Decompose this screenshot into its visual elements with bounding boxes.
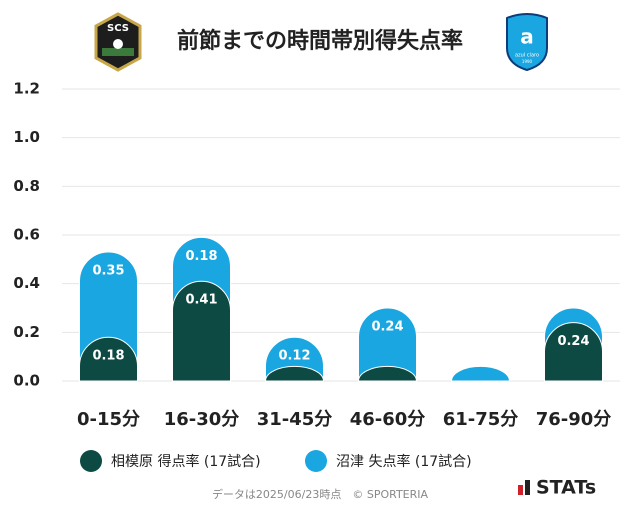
y-tick-label: 0.6 xyxy=(13,226,40,244)
x-tick-label: 76-90分 xyxy=(536,409,612,430)
y-tick-label: 1.0 xyxy=(13,128,40,146)
value-label: 0.24 xyxy=(557,334,589,349)
x-tick-label: 46-60分 xyxy=(350,409,426,430)
note: データは2025/06/23時点 © SPORTERIA xyxy=(212,487,429,501)
brand: STATs xyxy=(536,477,596,499)
legend-label: 相模原 得点率 (17試合) xyxy=(111,453,261,470)
value-label: 0.41 xyxy=(185,293,217,308)
y-tick-label: 1.2 xyxy=(13,80,40,98)
legend-label: 沼津 失点率 (17試合) xyxy=(336,453,472,470)
bar-segment xyxy=(79,336,138,382)
y-tick-label: 0.0 xyxy=(13,372,40,390)
brand-logo: STATs xyxy=(518,477,596,499)
x-tick-label: 31-45分 xyxy=(257,409,333,430)
bar-segment xyxy=(357,365,418,382)
value-label: 0.12 xyxy=(278,349,310,364)
y-tick-label: 0.4 xyxy=(13,274,40,292)
bar-segment xyxy=(544,322,603,382)
bar-segment xyxy=(358,307,417,382)
home-logo: SCS xyxy=(94,12,142,72)
chart-title: 前節までの時間帯別得失点率 xyxy=(177,28,463,54)
home-logo-text: SCS xyxy=(107,23,129,34)
legend-marker xyxy=(80,450,102,472)
away-logo-text: azul claro xyxy=(515,53,539,59)
value-label: 0.18 xyxy=(185,249,217,264)
value-label: 0.35 xyxy=(92,264,124,279)
away-logo: a azul claro 1990 xyxy=(506,13,548,72)
x-tick-label: 61-75分 xyxy=(443,409,519,430)
bar-segment xyxy=(450,365,511,382)
value-label: 0.24 xyxy=(371,320,403,335)
svg-text:a: a xyxy=(520,25,534,49)
bar-segment xyxy=(172,280,231,382)
away-logo-year: 1990 xyxy=(522,59,533,64)
value-label: 0.18 xyxy=(92,349,124,364)
x-tick-label: 16-30分 xyxy=(164,409,240,430)
y-tick-label: 0.2 xyxy=(13,323,40,341)
x-tick-label: 0-15分 xyxy=(77,409,140,430)
legend-marker xyxy=(305,450,327,472)
bar-segment xyxy=(264,365,325,382)
y-tick-label: 0.8 xyxy=(13,177,40,195)
